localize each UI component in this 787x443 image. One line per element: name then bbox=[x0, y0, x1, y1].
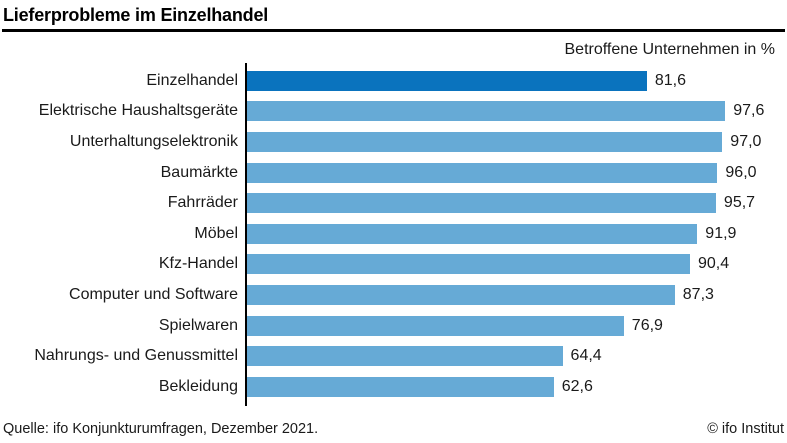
category-label: Elektrische Haushaltsgeräte bbox=[38, 102, 238, 120]
value-label: 62,6 bbox=[561, 377, 593, 395]
category-label: Unterhaltungselektronik bbox=[69, 132, 238, 150]
category-label: Fahrräder bbox=[167, 194, 238, 212]
chart-footer: Quelle: ifo Konjunkturumfragen, Dezember… bbox=[3, 421, 784, 437]
chart-title: Lieferprobleme im Einzelhandel bbox=[3, 5, 269, 25]
bar bbox=[247, 254, 690, 275]
bar bbox=[247, 315, 624, 336]
category-label: Möbel bbox=[194, 224, 238, 242]
chart-row: Computer und Software 87,3 bbox=[69, 280, 787, 311]
chart-row: Nahrungs- und Genussmittel 64,4 bbox=[34, 341, 787, 372]
bar bbox=[247, 162, 718, 183]
chart-row: Spielwaren 76,9 bbox=[159, 310, 787, 341]
bar bbox=[247, 223, 698, 244]
bar-chart: Einzelhandel 81,6 Elektrische Haushaltsger… bbox=[0, 62, 787, 407]
bar bbox=[247, 70, 647, 91]
copyright-note: © ifo Institut bbox=[707, 421, 784, 437]
value-label: 64,4 bbox=[570, 347, 602, 365]
chart-subtitle: Betroffene Unternehmen in % bbox=[564, 40, 776, 58]
chart-row: Elektrische Haushaltsgeräte 97,6 bbox=[39, 96, 787, 127]
category-label: Spielwaren bbox=[158, 316, 238, 334]
source-note: Quelle: ifo Konjunkturumfragen, Dezember… bbox=[3, 421, 319, 437]
category-label: Bekleidung bbox=[158, 377, 238, 395]
bar bbox=[247, 101, 726, 122]
category-label: Einzelhandel bbox=[146, 71, 238, 89]
chart-row: Fahrräder 95,7 bbox=[168, 188, 787, 219]
value-label: 91,9 bbox=[705, 224, 737, 242]
category-label: Baumärkte bbox=[160, 163, 238, 181]
value-label: 81,6 bbox=[654, 71, 686, 89]
chart-plot-area: Einzelhandel 81,6 Elektrische Haushaltsger… bbox=[34, 62, 787, 407]
chart-row: Einzelhandel 81,6 bbox=[146, 66, 787, 97]
bar bbox=[247, 346, 563, 367]
title-divider bbox=[2, 29, 785, 32]
chart-row: Möbel 91,9 bbox=[194, 218, 787, 249]
category-label: Kfz-Handel bbox=[158, 255, 238, 273]
value-label: 90,4 bbox=[697, 255, 730, 273]
bar bbox=[247, 131, 723, 152]
bar bbox=[247, 193, 716, 214]
bar bbox=[247, 376, 554, 397]
category-label: Nahrungs- und Genussmittel bbox=[34, 347, 238, 365]
chart-row: Unterhaltungselektronik 97,0 bbox=[70, 127, 787, 158]
value-label: 76,9 bbox=[631, 316, 663, 334]
value-label: 95,7 bbox=[723, 194, 756, 212]
value-label: 97,0 bbox=[730, 132, 762, 150]
chart-row: Baumärkte 96,0 bbox=[161, 157, 787, 188]
chart-row: Kfz-Handel 90,4 bbox=[159, 249, 787, 280]
bar bbox=[247, 284, 675, 305]
chart-row: Bekleidung 62,6 bbox=[159, 371, 787, 402]
value-label: 87,3 bbox=[682, 285, 714, 303]
category-label: Computer und Software bbox=[69, 285, 238, 303]
value-label: 97,6 bbox=[733, 102, 765, 120]
value-label: 96,0 bbox=[725, 163, 757, 181]
